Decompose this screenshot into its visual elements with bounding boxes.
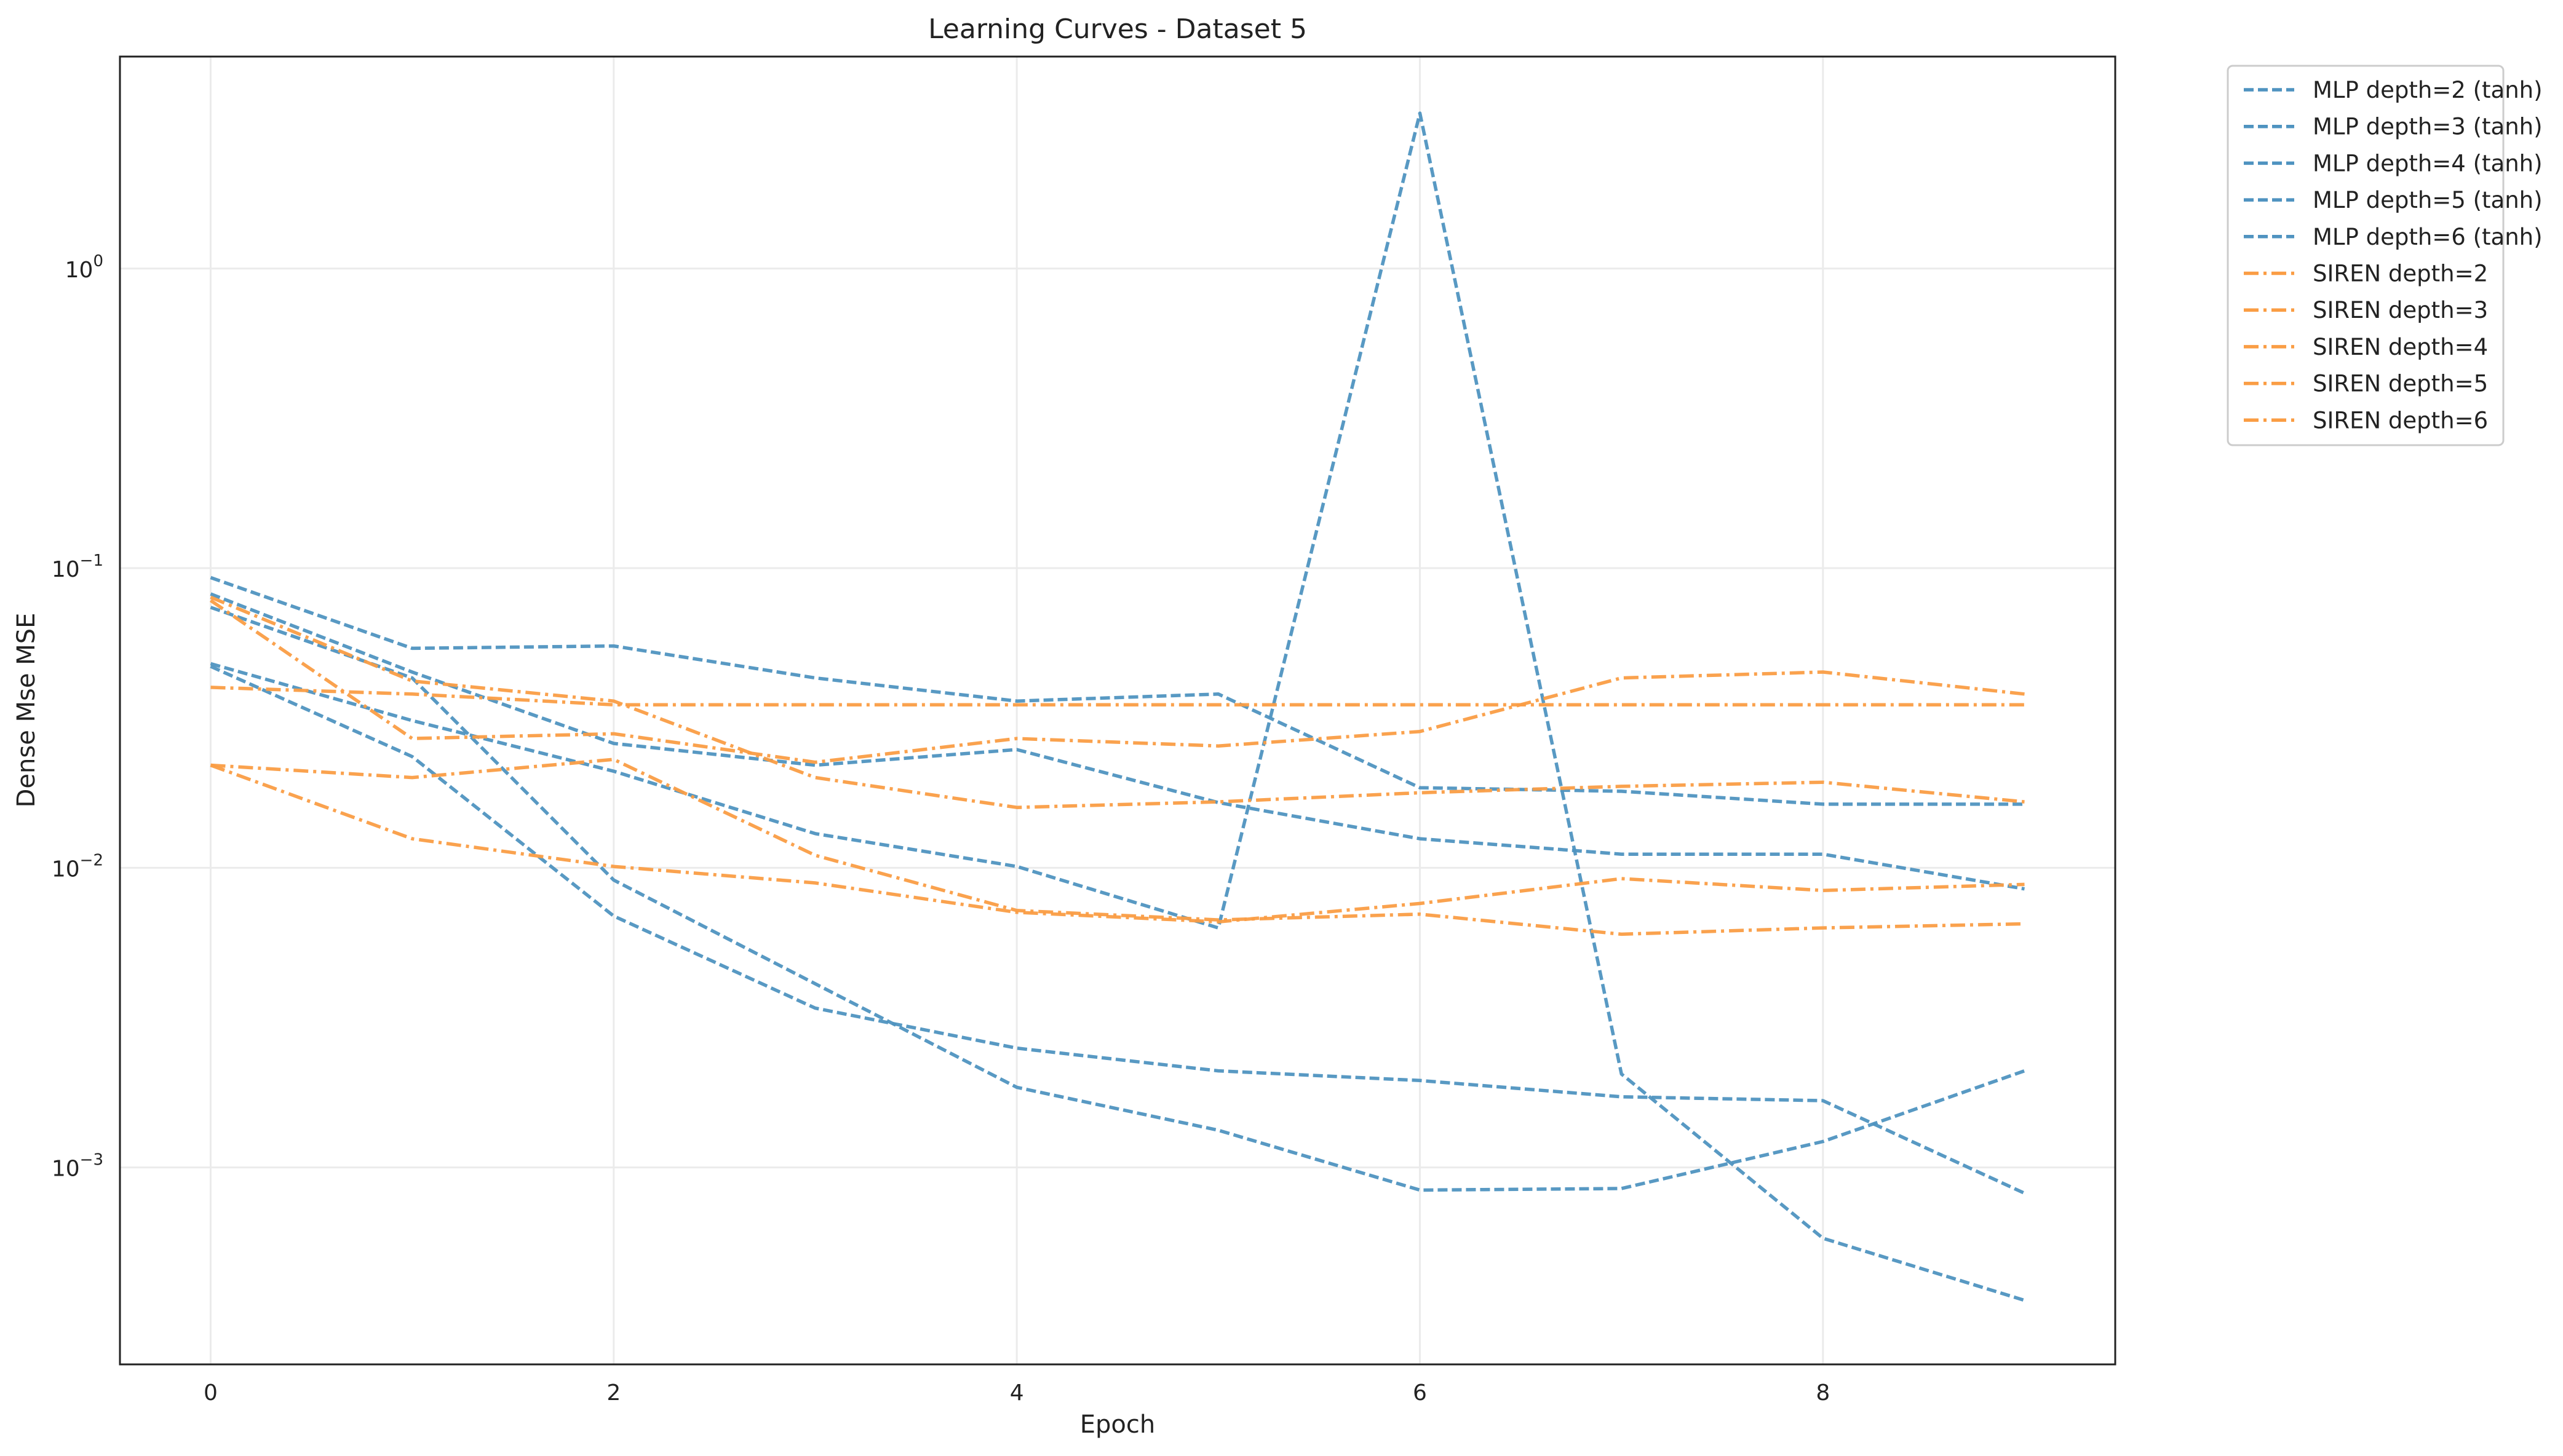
series-line-7 [210,758,2025,936]
x-axis-label: Epoch [1080,1410,1155,1439]
series-line-6 [210,763,2025,924]
legend: MLP depth=2 (tanh) MLP depth=3 (tanh) MLP … [2227,65,2543,446]
y-tick-exponent: −3 [80,1151,103,1169]
y-axis-label: Dense Mse MSE [12,613,41,808]
legend-frame [2227,65,2505,446]
series-line-5 [210,576,2025,806]
y-tick-exponent: −1 [80,552,103,570]
x-axis-ticks: 0 2 4 6 8 [204,1380,1830,1406]
legend-label-1: MLP depth=2 (tanh) [2313,77,2543,103]
x-tick-label: 2 [606,1380,621,1406]
legend-label-2: MLP depth=3 (tanh) [2313,114,2543,140]
y-tick-label: 10−2 [52,851,103,882]
y-tick-base: 10 [52,857,80,882]
legend-label-10: SIREN depth=6 [2313,407,2488,433]
series-line-2 [210,606,2025,1192]
series-line-4 [210,665,2025,1195]
series-line-10 [209,599,2025,764]
y-tick-base: 10 [65,258,93,283]
grid-lines [120,57,2115,1364]
legend-label-5: MLP depth=6 (tanh) [2313,224,2543,250]
x-tick-label: 4 [1010,1380,1024,1406]
plot-area-frame [119,55,2116,1366]
chart-title: Learning Curves - Dataset 5 [928,14,1307,45]
y-tick-exponent: −2 [80,851,103,869]
series-line-9 [210,686,2025,706]
legend-label-9: SIREN depth=5 [2313,371,2488,397]
y-tick-exponent: 0 [93,252,103,271]
series-line-3 [210,592,2025,891]
y-tick-label: 10−3 [52,1151,103,1182]
legend-label-7: SIREN depth=3 [2313,297,2488,323]
series-line-1 [210,111,2025,1302]
legend-label-3: MLP depth=4 (tanh) [2313,150,2543,176]
legend-label-6: SIREN depth=2 [2313,261,2488,287]
y-tick-label: 10−1 [52,552,103,582]
series-lines [209,111,2025,1302]
x-tick-label: 0 [204,1380,218,1406]
legend-label-4: MLP depth=5 (tanh) [2313,187,2543,213]
y-tick-base: 10 [52,557,80,582]
x-tick-label: 6 [1413,1380,1427,1406]
y-tick-base: 10 [52,1157,80,1182]
legend-label-8: SIREN depth=4 [2313,334,2488,360]
x-tick-label: 8 [1816,1380,1830,1406]
y-tick-label: 100 [65,252,103,283]
